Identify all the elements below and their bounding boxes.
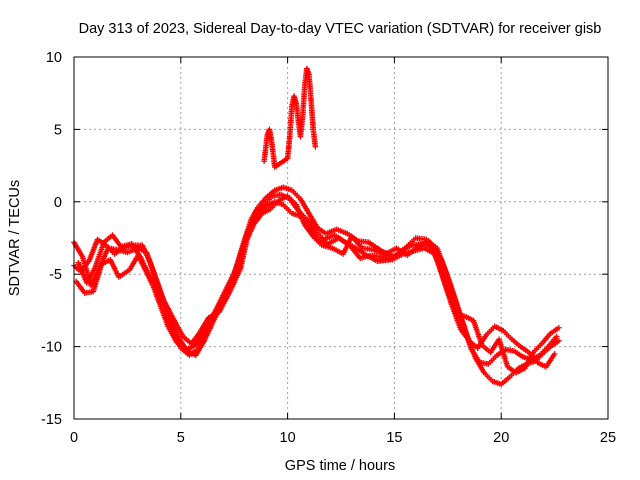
data-point <box>551 351 558 357</box>
y-tick-label: 10 <box>46 50 62 66</box>
y-tick-label: -15 <box>41 412 62 428</box>
y-tick-label: 0 <box>54 195 62 211</box>
y-tick-label: 5 <box>54 122 62 138</box>
tick-labels: 0 5 10 15 20 25 -15 -10 -5 0 5 10 <box>41 50 616 446</box>
x-axis-label: GPS time / hours <box>285 458 395 474</box>
chart-title: Day 313 of 2023, Sidereal Day-to-day VTE… <box>79 21 602 37</box>
x-tick-label: 25 <box>600 430 616 446</box>
data-point <box>553 333 560 340</box>
y-tick-label: -10 <box>41 340 62 356</box>
x-tick-label: 5 <box>177 430 185 446</box>
data-point <box>556 338 562 344</box>
x-tick-label: 0 <box>70 430 78 446</box>
data-points <box>71 65 562 388</box>
x-tick-label: 20 <box>493 430 509 446</box>
x-tick-label: 15 <box>386 430 402 446</box>
y-axis-label: SDTVAR / TECUs <box>7 180 23 296</box>
x-tick-label: 10 <box>280 430 296 446</box>
data-point <box>556 324 562 331</box>
plot-frame <box>73 56 609 420</box>
data-point <box>312 143 319 150</box>
y-tick-label: -5 <box>49 267 62 283</box>
